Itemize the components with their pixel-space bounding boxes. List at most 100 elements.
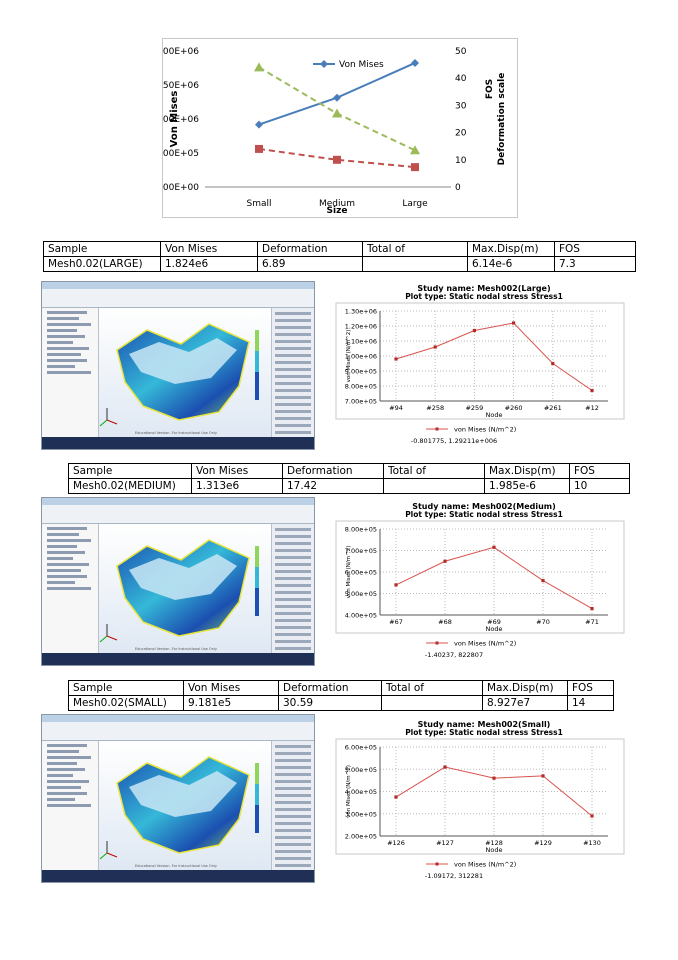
- data-point-triangle: [332, 108, 342, 118]
- table-header-row: Sample Von Mises Deformation Total of Ma…: [68, 463, 630, 479]
- y-tick-label: 1.00e+06: [345, 353, 377, 361]
- cell-deformation: 30.59: [278, 695, 382, 711]
- stress-plot-svg: Study name: Mesh002(Small)Plot type: Sta…: [335, 720, 625, 880]
- data-point: [492, 776, 496, 780]
- fea-screenshot-small: Educational Version. For Instructional U…: [41, 714, 315, 883]
- data-point: [443, 765, 447, 769]
- y-tick-label: 5.00e+05: [345, 766, 377, 774]
- cell-fos: 7.3: [554, 256, 636, 272]
- data-point-diamond: [333, 93, 341, 102]
- y-right-axis-subtitle: Deformation scale: [497, 73, 507, 166]
- x-axis-title: Node: [486, 625, 503, 633]
- feature-tree: [42, 741, 99, 870]
- stress-legend-bar: [255, 805, 259, 812]
- summary-chart: 0.00E+00 5.00E+05 1.00E+06 1.50E+06 2.00E+06…: [154, 38, 518, 218]
- y-tick-label: 9.00e+05: [345, 368, 377, 376]
- y-right-axis-title: FOS: [485, 79, 495, 99]
- stress-model-image: [99, 323, 259, 427]
- task-pane: [271, 741, 314, 881]
- feature-tree: [42, 308, 99, 437]
- y-left-tick-label: 5.00E+05: [163, 149, 199, 159]
- y-right-tick-label: 10: [455, 156, 467, 166]
- ribbon-toolbar: [42, 289, 314, 308]
- data-point: [443, 559, 447, 563]
- x-tick-label: #12: [585, 404, 599, 412]
- cell-deformation: 17.42: [282, 478, 384, 494]
- stress-legend-bar: [255, 819, 259, 826]
- data-point: [472, 328, 476, 333]
- y-tick-label: 5.00e+05: [345, 590, 377, 598]
- x-tick-label: Large: [402, 199, 428, 209]
- y-axis-title: von Mises (N/m^2): [346, 330, 352, 383]
- task-pane: [271, 308, 314, 448]
- windows-taskbar: [42, 437, 314, 449]
- triad-axis: [99, 852, 108, 860]
- stress-legend-bar: [255, 798, 259, 805]
- cell-sample: Mesh0.02(LARGE): [43, 256, 161, 272]
- stress-model-inner: [129, 771, 237, 817]
- y-tick-label: 4.00e+05: [345, 788, 377, 796]
- results-table-medium: Sample Von Mises Deformation Total of Ma…: [68, 463, 630, 494]
- col-fos: FOS: [569, 463, 630, 479]
- stress-plot-svg: Study name: Mesh002(Large)Plot type: Sta…: [335, 284, 625, 445]
- x-tick-label: #67: [389, 618, 403, 626]
- col-max-disp: Max.Disp(m): [484, 463, 570, 479]
- col-total-of: Total of: [381, 680, 483, 696]
- cell-fos: 14: [567, 695, 614, 711]
- triad-axis: [99, 419, 108, 427]
- data-point-triangle: [254, 62, 264, 72]
- data-point: [551, 361, 555, 366]
- y-right-tick-label: 0: [455, 183, 461, 193]
- y-tick-label: 6.00e+05: [345, 744, 377, 752]
- results-table-small: Sample Von Mises Deformation Total of Ma…: [68, 680, 614, 711]
- data-point: [512, 321, 516, 325]
- data-point-square: [255, 144, 263, 153]
- y-tick-label: 1.30e+06: [345, 308, 377, 316]
- data-point: [590, 814, 594, 818]
- x-tick-label: #260: [505, 404, 523, 412]
- viewport-footer-text: Educational Version. For Instructional U…: [135, 647, 217, 651]
- plot-frame: [335, 738, 625, 855]
- legend-swatch-marker: [435, 862, 439, 866]
- data-point: [541, 579, 545, 583]
- stress-plot-small: Study name: Mesh002(Small) Plot type: Sta…: [328, 718, 632, 884]
- stress-legend-bar: [255, 588, 259, 595]
- y-tick-label: 7.00e+05: [345, 547, 377, 555]
- data-point-square: [411, 163, 419, 172]
- triad-axis: [99, 635, 108, 643]
- cursor-readout: -1.40237, 822807: [425, 651, 483, 659]
- data-point-diamond: [255, 120, 263, 129]
- cell-sample: Mesh0.02(MEDIUM): [68, 478, 192, 494]
- y-tick-label: 2.00e+05: [345, 833, 377, 841]
- col-sample: Sample: [68, 463, 192, 479]
- stress-legend-bar: [255, 393, 259, 400]
- y-left-axis-title: Von Mises: [169, 91, 180, 148]
- cell-total-of: [362, 256, 468, 272]
- stress-legend-bar: [255, 553, 259, 560]
- cell-von-mises: 9.181e5: [183, 695, 279, 711]
- series-line: [395, 322, 593, 391]
- plot-title: Study name: Mesh002(Large): [417, 284, 550, 293]
- stress-legend-bar: [255, 358, 259, 365]
- stress-legend-bar: [255, 560, 259, 567]
- legend-swatch-marker: [435, 641, 439, 645]
- plot-frame: [335, 302, 625, 420]
- model-viewport: Educational Version. For Instructional U…: [99, 741, 272, 870]
- cell-max-disp: 8.927e7: [482, 695, 568, 711]
- plot-title: Study name: Mesh002(Small): [418, 720, 551, 729]
- fea-screenshot-large: Educational Version. For Instructional U…: [41, 281, 315, 450]
- y-right-tick-label: 40: [455, 74, 467, 84]
- x-tick-label: Small: [247, 199, 272, 209]
- stress-legend-bar: [255, 379, 259, 386]
- cell-von-mises: 1.824e6: [160, 256, 258, 272]
- x-tick-label: #129: [534, 839, 552, 847]
- col-total-of: Total of: [362, 241, 468, 257]
- table-row: Mesh0.02(SMALL) 9.181e5 30.59 8.927e7 14: [68, 695, 614, 711]
- stress-legend-bar: [255, 351, 259, 358]
- x-tick-label: #127: [436, 839, 454, 847]
- stress-plot-large: Study name: Mesh002(Large) Plot type: Sta…: [328, 282, 632, 449]
- y-right-tick-label: 30: [455, 101, 467, 111]
- y-tick-label: 3.00e+05: [345, 810, 377, 818]
- plot-subtitle: Plot type: Static nodal stress Stress1: [405, 292, 563, 301]
- col-sample: Sample: [43, 241, 161, 257]
